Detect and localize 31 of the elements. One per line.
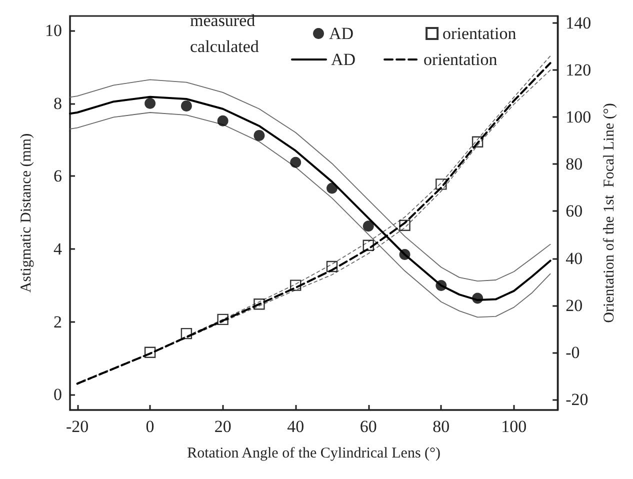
legend-label: orientation xyxy=(424,50,498,69)
x-tick-label: 80 xyxy=(432,417,450,436)
annotation: calculated xyxy=(190,37,260,56)
x-tick-label: 60 xyxy=(360,417,377,436)
x-tick-label: 40 xyxy=(287,417,304,436)
y2-tick-label: 20 xyxy=(566,296,583,315)
y2-tick-label: -20 xyxy=(566,390,588,409)
x-tick-label: 20 xyxy=(214,417,232,436)
legend-label: orientation xyxy=(442,24,517,43)
legend-label: AD xyxy=(329,24,354,43)
y2-tick-label: 140 xyxy=(566,14,592,33)
x-tick-label: 100 xyxy=(501,417,527,436)
x-tick-label: 0 xyxy=(146,417,154,436)
y-tick-label: 8 xyxy=(54,94,62,113)
annotation: measured xyxy=(190,11,256,30)
y-tick-label: 4 xyxy=(54,240,62,259)
y2-tick-label: 120 xyxy=(566,60,592,80)
y-tick-label: 10 xyxy=(45,21,62,40)
x-axis-title: Rotation Angle of the Cylindrical Lens (°) xyxy=(187,446,441,462)
y-tick-label: 6 xyxy=(54,166,62,186)
y2-tick-label: 40 xyxy=(566,248,583,268)
y2-tick-label: 60 xyxy=(566,202,583,221)
y2-axis-title: Orientation of the 1st Focal Line (°) xyxy=(602,103,618,323)
y2-tick-label: 80 xyxy=(566,154,583,174)
y-tick-label: 2 xyxy=(54,312,62,332)
y2-tick-label: -0 xyxy=(566,342,580,362)
y-tick-label: 0 xyxy=(54,385,62,404)
legend-label: AD xyxy=(331,50,356,69)
y2-tick-label: 100 xyxy=(566,108,592,127)
y-axis-title: Astigmatic Distance (mm) xyxy=(18,133,35,293)
x-tick-label: -20 xyxy=(66,417,89,436)
